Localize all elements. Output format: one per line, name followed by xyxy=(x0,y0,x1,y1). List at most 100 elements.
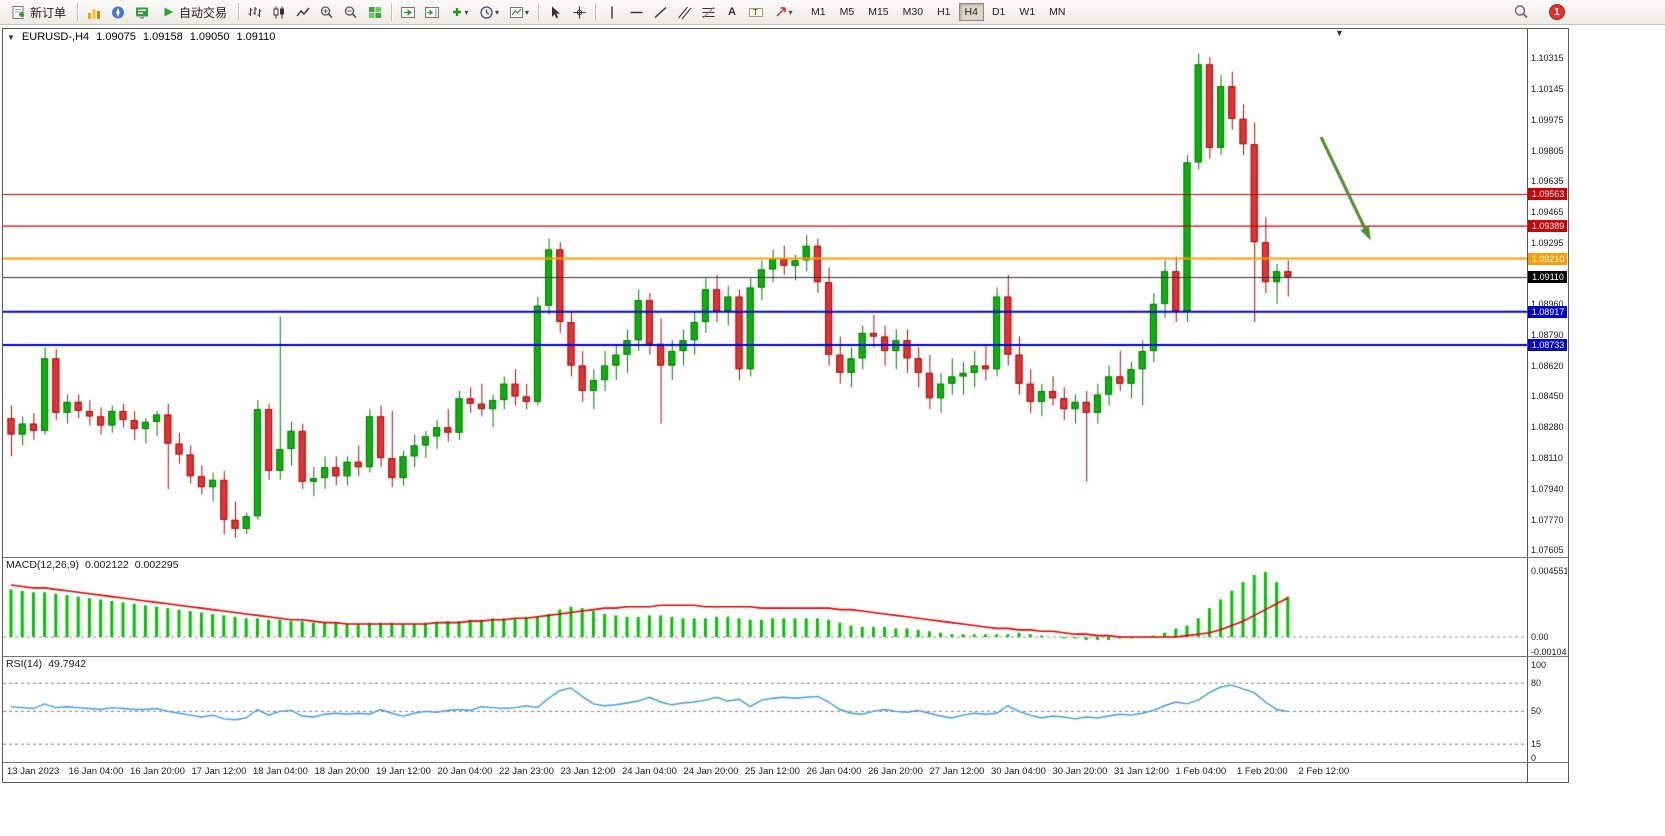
crosshair-icon xyxy=(573,6,586,18)
macd-plot-area[interactable]: MACD(12,26,9) 0.002122 0.002295 xyxy=(3,558,1527,656)
time-label: 20 Jan 04:00 xyxy=(437,766,493,777)
price-flag: 1.08733 xyxy=(1528,339,1567,352)
macd-main-value: 0.002122 xyxy=(84,559,129,571)
price-tick: 1.07940 xyxy=(1531,483,1564,494)
autotrading-button[interactable]: 自动交易 xyxy=(154,2,234,23)
pane-divider[interactable] xyxy=(3,557,1568,558)
crosshair-tool-button[interactable] xyxy=(567,2,591,23)
label-tool-button[interactable]: T xyxy=(744,2,768,23)
time-label: 24 Jan 20:00 xyxy=(683,766,739,777)
price-tick: 1.08960 xyxy=(1531,298,1564,309)
timeframe-H1[interactable]: H1 xyxy=(931,3,956,21)
new-order-icon xyxy=(12,5,24,19)
fibonacci-icon xyxy=(702,6,715,18)
horizontal-line-tool-button[interactable] xyxy=(624,2,648,23)
add-indicator-icon xyxy=(452,8,461,16)
chart-shift-button[interactable] xyxy=(420,2,444,23)
rsi-canvas[interactable] xyxy=(3,657,1527,762)
arrows-icon xyxy=(775,7,786,17)
chart-shift-icon xyxy=(425,6,440,18)
market-watch-button[interactable] xyxy=(82,2,106,23)
zoom-in-button[interactable] xyxy=(315,2,339,23)
time-label: 18 Jan 04:00 xyxy=(253,766,308,777)
timeframe-H4[interactable]: H4 xyxy=(958,3,984,21)
rsi-plot-area[interactable]: RSI(14) 49.7942 xyxy=(3,657,1527,762)
price-tick: 1.08620 xyxy=(1531,360,1564,371)
macd-axis-label: 0.004551 xyxy=(1531,566,1567,577)
time-label: 18 Jan 20:00 xyxy=(314,766,370,777)
candles-chart-button[interactable] xyxy=(267,2,291,23)
market-watch-icon xyxy=(88,8,101,19)
autoscroll-icon xyxy=(401,6,416,18)
line-chart-icon xyxy=(296,7,310,16)
price-tick: 1.08450 xyxy=(1531,391,1564,402)
price-axis[interactable]: 1.10315 1.10145 1.09975 1.09805 1.09635 1.094… xyxy=(1527,29,1567,557)
macd-axis-label: -0.001043 xyxy=(1531,647,1567,656)
channel-tool-button[interactable] xyxy=(672,2,696,23)
chart-collapse-icon[interactable]: ▼ xyxy=(7,32,15,42)
timeframe-M5[interactable]: M5 xyxy=(834,3,861,21)
arrows-tool-button[interactable]: ▾ xyxy=(768,2,798,23)
rsi-pane: RSI(14) 49.7942 100 80 50 15 0 xyxy=(3,657,1568,762)
timeframe-M30[interactable]: M30 xyxy=(897,3,929,21)
zoom-out-button[interactable] xyxy=(339,2,363,23)
bars-chart-button[interactable] xyxy=(243,2,267,23)
time-label: 26 Jan 04:00 xyxy=(806,766,862,777)
navigator-button[interactable] xyxy=(106,2,130,23)
rsi-axis[interactable]: 100 80 50 15 0 xyxy=(1527,657,1567,762)
trendline-icon xyxy=(654,6,667,18)
macd-canvas[interactable] xyxy=(3,558,1527,656)
line-chart-button[interactable] xyxy=(291,2,315,23)
terminal-icon xyxy=(136,7,149,18)
notification-badge[interactable]: 1 xyxy=(1549,4,1565,20)
bars-chart-icon xyxy=(248,6,262,17)
navigator-icon xyxy=(112,6,125,18)
price-tick: 1.08110 xyxy=(1531,453,1563,464)
price-tick: 1.07605 xyxy=(1531,544,1564,555)
new-order-button[interactable]: 新订单 xyxy=(4,2,73,23)
autoscroll-button[interactable] xyxy=(396,2,420,23)
zoom-in-icon xyxy=(320,5,333,18)
price-tick: 1.09805 xyxy=(1531,145,1564,156)
add-indicator-button[interactable]: ▾ xyxy=(444,2,474,23)
timeframe-M15[interactable]: M15 xyxy=(862,3,894,21)
timeframe-M1[interactable]: M1 xyxy=(805,3,832,21)
pane-divider[interactable] xyxy=(3,656,1568,657)
pane-divider xyxy=(3,762,1568,763)
trendline-tool-button[interactable] xyxy=(648,2,672,23)
fibonacci-tool-button[interactable] xyxy=(696,2,720,23)
tile-windows-button[interactable] xyxy=(363,2,387,23)
cursor-tool-button[interactable] xyxy=(543,2,567,23)
main-price-pane: ▼ EURUSD-,H4 1.09075 1.09158 1.09050 1.0… xyxy=(3,29,1568,557)
timeframe-W1[interactable]: W1 xyxy=(1013,3,1041,21)
price-tick: 1.10145 xyxy=(1531,83,1564,94)
time-axis[interactable]: 13 Jan 2023 16 Jan 04:00 16 Jan 20:00 17 Ja… xyxy=(3,763,1527,782)
timeframe-group: M1 M5 M15 M30 H1 H4 D1 W1 MN xyxy=(804,3,1072,21)
timeframe-D1[interactable]: D1 xyxy=(986,3,1011,21)
templates-icon xyxy=(510,6,524,18)
chart-title: ▼ EURUSD-,H4 1.09075 1.09158 1.09050 1.0… xyxy=(7,31,275,43)
time-label: 27 Jan 12:00 xyxy=(929,766,985,777)
price-tick: 1.07770 xyxy=(1531,514,1564,525)
templates-button[interactable]: ▾ xyxy=(504,2,534,23)
dropdown-arrow-icon: ▾ xyxy=(525,7,530,17)
time-label: 31 Jan 12:00 xyxy=(1114,766,1169,777)
time-label: 23 Jan 12:00 xyxy=(560,766,616,777)
rsi-axis-label: 80 xyxy=(1531,678,1542,689)
timeframe-MN[interactable]: MN xyxy=(1043,3,1071,21)
time-label: 26 Jan 20:00 xyxy=(868,766,923,777)
vertical-line-tool-button[interactable] xyxy=(600,2,624,23)
autotrading-label: 自动交易 xyxy=(179,5,228,20)
label-icon: T xyxy=(749,7,764,17)
chart-symbol-label: EURUSD-,H4 xyxy=(21,31,90,43)
main-chart-canvas[interactable] xyxy=(3,29,1527,557)
chart-shift-marker[interactable]: ▼ xyxy=(1335,29,1344,38)
main-plot-area[interactable]: ▼ EURUSD-,H4 1.09075 1.09158 1.09050 1.0… xyxy=(3,29,1527,557)
search-button[interactable] xyxy=(1509,2,1533,23)
periods-button[interactable]: ▾ xyxy=(474,2,504,23)
text-tool-button[interactable]: A xyxy=(720,2,744,23)
time-label: 17 Jan 12:00 xyxy=(191,766,247,777)
toolbar-separator xyxy=(391,3,393,21)
macd-axis[interactable]: 0.004551 0.00 -0.001043 xyxy=(1527,558,1567,656)
terminal-button[interactable] xyxy=(130,2,154,23)
